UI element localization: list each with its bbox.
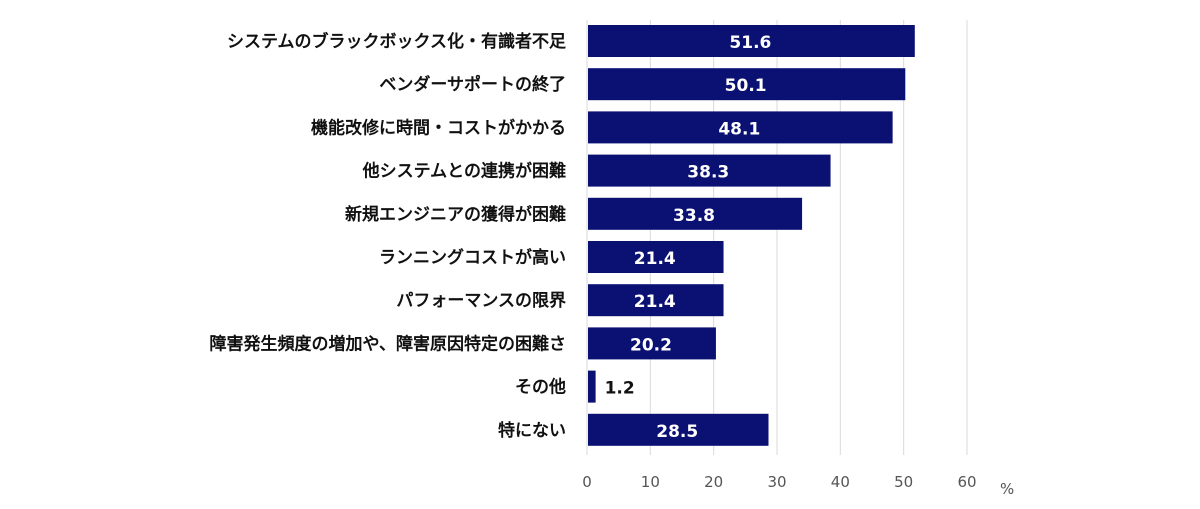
bars: 51.6 50.1 48.1 38.3 33.8 21.4 21.4 20.2 1.2 28.5 <box>588 25 915 446</box>
x-axis-ticks: 0 10 20 30 40 50 60 <box>582 473 976 491</box>
category-label: 新規エンジニアの獲得が困難 <box>345 204 566 225</box>
category-label: システムのブラックボックス化・有識者不足 <box>227 31 566 52</box>
data-label: 33.8 <box>673 206 715 226</box>
data-label: 1.2 <box>605 379 635 399</box>
category-label: ベンダーサポートの終了 <box>379 74 566 95</box>
x-axis-unit: % <box>1000 480 1014 498</box>
bar <box>588 241 724 273</box>
category-label: パフォーマンスの限界 <box>396 291 566 311</box>
category-label: ランニングコストが高い <box>379 247 566 268</box>
bar <box>588 68 906 101</box>
bar <box>588 284 724 317</box>
x-tick-label: 40 <box>831 473 850 491</box>
x-tick-label: 10 <box>641 473 660 491</box>
x-tick-label: 30 <box>767 473 786 491</box>
bar <box>588 413 769 446</box>
data-label: 48.1 <box>718 119 760 139</box>
category-label: 障害発生頻度の増加や、障害原因特定の困難さ <box>210 333 567 354</box>
bar <box>588 111 893 144</box>
bar <box>588 327 716 360</box>
bar <box>588 197 803 230</box>
bar <box>588 370 596 403</box>
x-tick-label: 50 <box>894 473 913 491</box>
x-tick-label: 20 <box>704 473 723 491</box>
data-label: 21.4 <box>634 249 676 269</box>
category-label: 特にない <box>498 420 566 441</box>
data-label: 21.4 <box>634 292 676 312</box>
data-label: 20.2 <box>630 335 672 355</box>
category-label: 他システムとの連携が困難 <box>362 161 566 182</box>
data-label: 50.1 <box>725 76 767 96</box>
category-label: 機能改修に時間・コストがかかる <box>311 117 566 138</box>
data-label: 38.3 <box>687 163 729 183</box>
category-labels: システムのブラックボックス化・有識者不足ベンダーサポートの終了機能改修に時間・コ… <box>210 31 567 441</box>
category-label: その他 <box>515 377 566 398</box>
bar <box>588 154 831 187</box>
data-label: 51.6 <box>729 33 771 53</box>
x-tick-label: 60 <box>957 473 976 491</box>
bar <box>588 25 915 57</box>
data-label: 28.5 <box>656 422 698 442</box>
x-tick-label: 0 <box>582 473 592 491</box>
